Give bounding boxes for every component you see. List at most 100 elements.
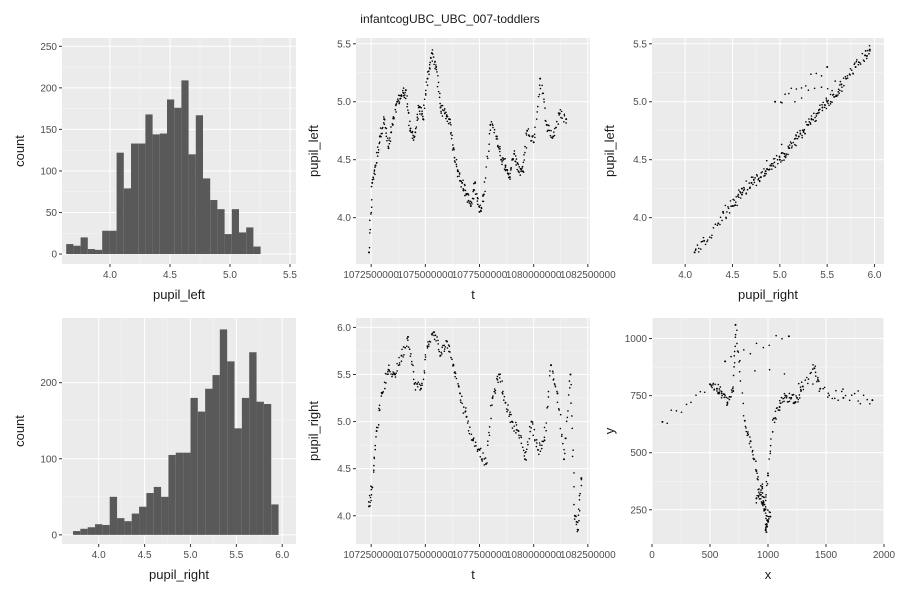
scatter-point [768, 458, 770, 460]
scatter-point [740, 187, 743, 190]
scatter-point [429, 56, 432, 59]
scatter-point [447, 122, 450, 125]
scatter-point [577, 514, 580, 517]
scatter-point [402, 94, 405, 97]
scatter-point [825, 99, 828, 101]
scatter-point [504, 166, 507, 169]
scatter-point [421, 112, 423, 115]
scatter-point [548, 374, 551, 377]
scatter-point [369, 496, 372, 499]
scatter-point [699, 390, 702, 393]
scatter-point [488, 143, 490, 145]
scatter-point [543, 101, 545, 103]
y-tick-label: 4.5 [633, 155, 647, 166]
scatter-point [794, 101, 796, 103]
scatter-point [737, 193, 740, 196]
scatter-point [774, 410, 777, 413]
scatter-point [439, 92, 441, 95]
scatter-point [446, 120, 449, 123]
scatter-point [373, 170, 376, 172]
scatter-point [549, 370, 551, 372]
scatter-point [563, 115, 566, 117]
scatter-point [723, 396, 726, 399]
scatter-point [405, 345, 408, 348]
scatter-point [725, 217, 728, 220]
scatter-point [719, 223, 721, 226]
x-tick-label: 4.5 [726, 270, 740, 281]
x-tick-label: 2000 [873, 550, 896, 561]
scatter-point [552, 135, 555, 138]
scatter-point [489, 123, 492, 126]
scatter-point [396, 100, 399, 103]
scatter-point [760, 484, 762, 487]
histogram-bar [87, 527, 96, 535]
scatter-point [395, 102, 398, 105]
scatter-point [545, 429, 547, 432]
scatter-point [389, 370, 391, 373]
scatter-point [423, 370, 426, 372]
scatter-point [558, 112, 561, 115]
scatter-point [443, 108, 446, 110]
scatter-point [414, 381, 417, 384]
scatter-point [422, 104, 425, 106]
scatter-point [556, 392, 559, 395]
histogram-bar [102, 230, 110, 255]
y-tick-label: 0 [51, 250, 57, 261]
scatter-point [514, 160, 517, 163]
scatter-point [838, 92, 840, 94]
scatter-point [479, 447, 482, 450]
scatter-point [741, 392, 744, 394]
scatter-point [416, 116, 419, 118]
y-tick-label: 250 [40, 42, 57, 53]
scatter-point [532, 434, 535, 437]
scatter-point [523, 455, 526, 457]
scatter-point [421, 110, 423, 112]
scatter-point [800, 87, 803, 89]
scatter-point [813, 112, 815, 115]
scatter-point [764, 499, 767, 502]
scatter-point [849, 74, 851, 76]
y-axis-title: pupil_left [306, 125, 321, 177]
panel-scatter-t-pupil-left: 1072500000107500000010775000001080000000… [306, 38, 616, 302]
scatter-point [560, 116, 562, 119]
scatter-point [539, 87, 542, 90]
scatter-point [499, 381, 502, 383]
scatter-point [374, 173, 376, 176]
scatter-point [370, 493, 373, 496]
scatter-point [494, 392, 497, 394]
scatter-point [507, 172, 510, 175]
scatter-point [553, 131, 555, 133]
histogram-bar [168, 454, 176, 535]
scatter-point [850, 394, 853, 396]
scatter-point [501, 161, 503, 163]
scatter-point [515, 421, 517, 424]
scatter-point [783, 155, 786, 158]
scatter-point [400, 94, 403, 96]
scatter-point [819, 108, 821, 111]
scatter-point [789, 141, 792, 143]
scatter-point [477, 197, 479, 200]
scatter-point [372, 471, 375, 473]
scatter-point [837, 399, 839, 401]
scatter-point [502, 390, 504, 393]
y-tick-label: 5.5 [337, 370, 351, 381]
scatter-point [509, 178, 511, 180]
scatter-point [761, 485, 764, 488]
scatter-point [406, 337, 408, 340]
scatter-point [726, 404, 728, 407]
scatter-point [565, 122, 567, 124]
scatter-point [710, 385, 713, 387]
scatter-point [455, 163, 458, 166]
scatter-point [790, 146, 793, 149]
histogram-bar [190, 397, 198, 535]
scatter-point [458, 175, 460, 177]
scatter-point [458, 386, 460, 388]
scatter-point [525, 134, 528, 136]
scatter-point [427, 343, 430, 345]
scatter-point [800, 389, 802, 392]
scatter-point [398, 101, 401, 103]
scatter-point [566, 416, 569, 419]
scatter-point [377, 424, 380, 426]
scatter-point [543, 436, 546, 439]
scatter-point [822, 101, 824, 104]
